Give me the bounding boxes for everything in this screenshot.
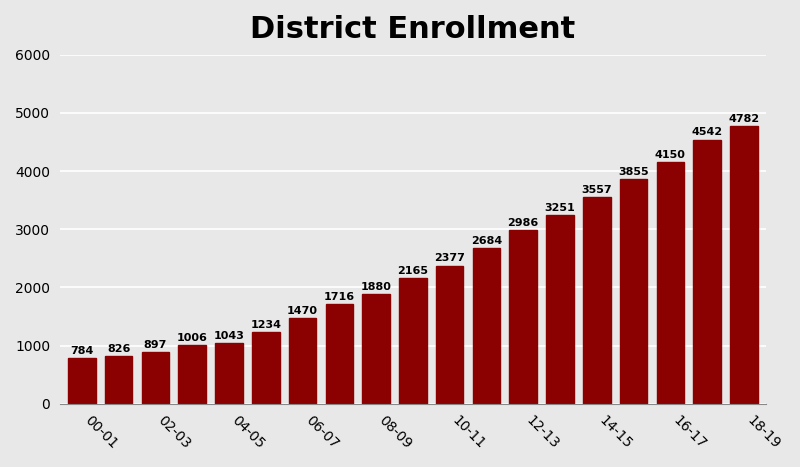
Bar xyxy=(178,345,206,404)
Bar xyxy=(362,294,390,404)
Bar xyxy=(215,343,243,404)
Bar xyxy=(142,352,170,404)
Text: 2684: 2684 xyxy=(471,235,502,246)
Bar xyxy=(546,215,574,404)
Text: 897: 897 xyxy=(144,340,167,350)
Text: 3251: 3251 xyxy=(545,203,575,212)
Text: 2986: 2986 xyxy=(507,218,539,228)
Bar xyxy=(583,197,610,404)
Text: 1043: 1043 xyxy=(214,331,245,341)
Text: 1716: 1716 xyxy=(324,292,355,302)
Bar xyxy=(105,356,133,404)
Text: 1880: 1880 xyxy=(361,283,391,292)
Text: 1234: 1234 xyxy=(250,320,282,330)
Title: District Enrollment: District Enrollment xyxy=(250,15,575,44)
Text: 826: 826 xyxy=(107,344,130,354)
Text: 2165: 2165 xyxy=(398,266,428,276)
Bar xyxy=(730,126,758,404)
Bar xyxy=(436,266,463,404)
Bar xyxy=(694,140,721,404)
Bar xyxy=(399,278,426,404)
Bar xyxy=(289,318,316,404)
Text: 3557: 3557 xyxy=(582,185,612,195)
Text: 3855: 3855 xyxy=(618,168,649,177)
Bar xyxy=(473,248,500,404)
Bar xyxy=(68,358,96,404)
Bar xyxy=(620,179,647,404)
Bar xyxy=(252,332,279,404)
Text: 4542: 4542 xyxy=(691,127,722,137)
Text: 784: 784 xyxy=(70,346,94,356)
Text: 1006: 1006 xyxy=(177,333,208,343)
Bar xyxy=(326,304,353,404)
Text: 2377: 2377 xyxy=(434,254,465,263)
Text: 4150: 4150 xyxy=(655,150,686,160)
Text: 1470: 1470 xyxy=(287,306,318,316)
Bar xyxy=(510,230,537,404)
Text: 4782: 4782 xyxy=(728,113,759,123)
Bar xyxy=(657,163,684,404)
